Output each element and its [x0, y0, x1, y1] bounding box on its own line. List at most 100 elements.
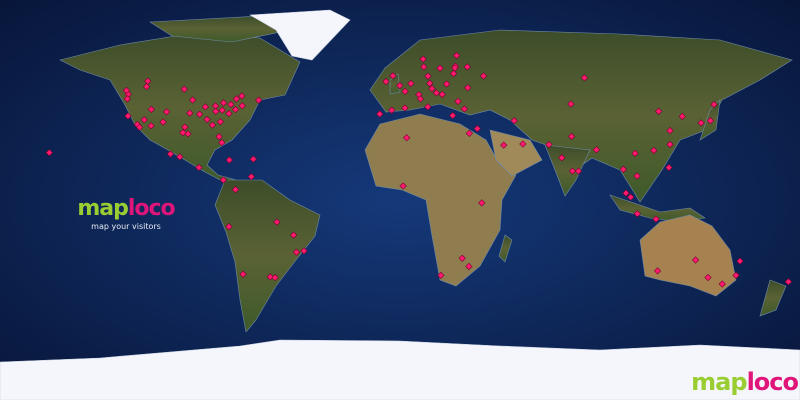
visitor-marker[interactable]	[180, 85, 188, 93]
visitor-marker[interactable]	[399, 182, 407, 190]
visitor-marker[interactable]	[451, 64, 459, 72]
visitor-marker[interactable]	[292, 248, 301, 256]
visitor-marker[interactable]	[653, 267, 662, 275]
visitor-marker[interactable]	[124, 112, 132, 120]
visitor-marker[interactable]	[219, 176, 227, 184]
visitor-marker[interactable]	[45, 149, 53, 157]
visitor-marker[interactable]	[216, 118, 225, 126]
visitor-marker[interactable]	[478, 199, 486, 207]
visitor-marker[interactable]	[424, 103, 432, 111]
visitor-marker[interactable]	[424, 72, 432, 80]
visitor-marker[interactable]	[179, 129, 187, 137]
visitor-marker[interactable]	[465, 262, 473, 271]
visitor-marker[interactable]	[186, 109, 194, 117]
visitor-marker[interactable]	[147, 122, 155, 130]
visitor-marker[interactable]	[382, 77, 390, 86]
visitor-marker[interactable]	[706, 117, 715, 125]
visitor-marker[interactable]	[453, 51, 461, 60]
visitor-marker[interactable]	[227, 100, 235, 109]
visitor-marker[interactable]	[300, 247, 308, 255]
visitor-marker[interactable]	[403, 134, 411, 142]
visitor-marker[interactable]	[473, 125, 481, 133]
visitor-marker[interactable]	[225, 109, 233, 118]
visitor-marker[interactable]	[218, 139, 226, 147]
visitor-marker[interactable]	[218, 106, 226, 114]
visitor-marker[interactable]	[622, 189, 630, 197]
visitor-marker[interactable]	[144, 77, 152, 85]
visitor-marker[interactable]	[239, 270, 247, 278]
visitor-marker[interactable]	[665, 163, 673, 172]
visitor-marker[interactable]	[238, 92, 246, 100]
visitor-marker[interactable]	[736, 257, 744, 265]
visitor-marker[interactable]	[567, 132, 576, 141]
visitor-marker[interactable]	[568, 167, 577, 175]
visitor-marker[interactable]	[718, 280, 726, 288]
visitor-marker[interactable]	[666, 140, 674, 149]
visitor-marker[interactable]	[396, 81, 404, 90]
visitor-marker[interactable]	[416, 95, 425, 103]
visitor-marker[interactable]	[271, 273, 279, 282]
visitor-marker[interactable]	[460, 105, 469, 113]
visitor-marker[interactable]	[465, 129, 473, 137]
visitor-marker[interactable]	[464, 84, 472, 92]
visitor-marker[interactable]	[463, 63, 471, 71]
visitor-marker[interactable]	[652, 215, 660, 223]
visitor-marker[interactable]	[691, 256, 700, 264]
visitor-marker[interactable]	[208, 121, 217, 129]
visitor-marker[interactable]	[266, 273, 274, 281]
visitor-marker[interactable]	[388, 106, 396, 114]
visitor-marker[interactable]	[443, 80, 451, 88]
maploco-watermark[interactable]: maploco	[691, 368, 799, 396]
visitor-marker[interactable]	[627, 193, 635, 201]
visitor-marker[interactable]	[545, 141, 553, 149]
visitor-marker[interactable]	[449, 69, 458, 78]
visitor-marker[interactable]	[123, 95, 131, 103]
visitor-marker[interactable]	[500, 141, 508, 149]
visitor-marker[interactable]	[479, 72, 488, 80]
visitor-marker[interactable]	[195, 110, 204, 118]
visitor-marker[interactable]	[176, 153, 184, 161]
visitor-marker[interactable]	[419, 55, 427, 63]
visitor-marker[interactable]	[619, 165, 627, 173]
visitor-marker[interactable]	[166, 150, 175, 158]
visitor-marker[interactable]	[449, 111, 457, 120]
visitor-marker[interactable]	[432, 89, 441, 97]
visitor-marker[interactable]	[655, 107, 663, 115]
visitor-marker[interactable]	[225, 156, 233, 164]
visitor-marker[interactable]	[219, 99, 228, 107]
visitor-marker[interactable]	[231, 105, 240, 114]
visitor-marker[interactable]	[163, 108, 171, 116]
visitor-marker[interactable]	[215, 133, 223, 141]
visitor-marker[interactable]	[678, 112, 686, 121]
visitor-marker[interactable]	[574, 167, 583, 175]
visitor-marker[interactable]	[428, 85, 436, 93]
visitor-marker[interactable]	[135, 123, 144, 131]
visitor-marker[interactable]	[666, 127, 674, 135]
visitor-marker[interactable]	[238, 102, 246, 110]
visitor-marker[interactable]	[437, 271, 445, 279]
visitor-marker[interactable]	[225, 223, 233, 231]
visitor-marker[interactable]	[710, 100, 718, 109]
visitor-marker[interactable]	[401, 104, 409, 112]
visitor-marker[interactable]	[510, 117, 518, 125]
visitor-marker[interactable]	[255, 96, 263, 104]
visitor-marker[interactable]	[438, 90, 446, 99]
visitor-marker[interactable]	[631, 149, 639, 157]
visitor-marker[interactable]	[401, 87, 409, 95]
visitor-marker[interactable]	[407, 79, 415, 88]
visitor-marker[interactable]	[454, 97, 462, 105]
visitor-marker[interactable]	[704, 273, 712, 282]
visitor-marker[interactable]	[231, 185, 240, 194]
visitor-marker[interactable]	[143, 83, 151, 91]
visitor-marker[interactable]	[389, 72, 397, 80]
visitor-marker[interactable]	[458, 254, 466, 262]
visitor-marker[interactable]	[697, 119, 705, 127]
visitor-marker[interactable]	[189, 96, 197, 104]
visitor-marker[interactable]	[420, 63, 428, 71]
visitor-marker[interactable]	[140, 116, 148, 124]
visitor-marker[interactable]	[159, 118, 167, 126]
visitor-marker[interactable]	[732, 271, 740, 279]
visitor-marker[interactable]	[650, 146, 658, 155]
visitor-marker[interactable]	[519, 140, 527, 148]
visitor-marker[interactable]	[376, 110, 384, 118]
